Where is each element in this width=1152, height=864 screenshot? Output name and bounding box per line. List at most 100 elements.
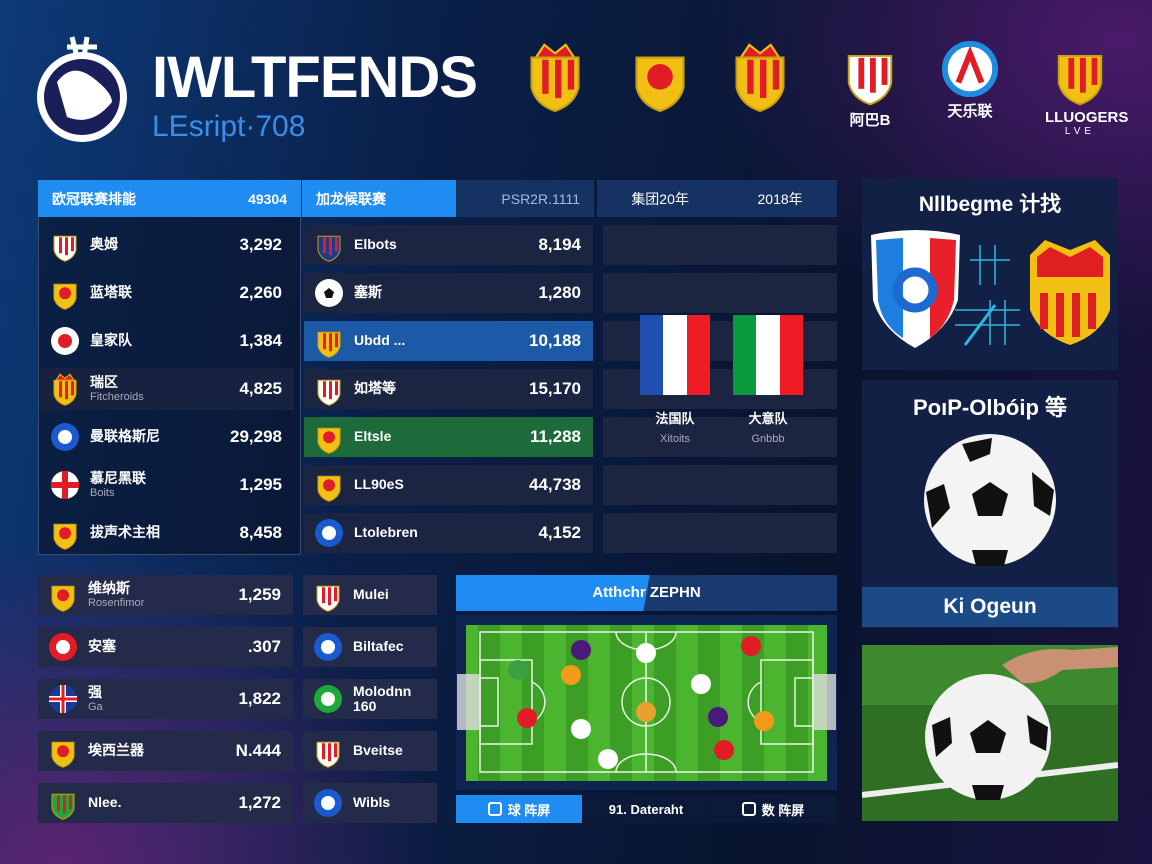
app-title: IWLTFENDS: [152, 45, 478, 110]
team-value: 1,259: [238, 585, 281, 604]
phone-icon: [741, 802, 756, 816]
header-crest[interactable]: [625, 40, 695, 116]
player-marker[interactable]: [714, 740, 734, 760]
pitch-tab[interactable]: 球 阵屏: [456, 795, 582, 823]
player-marker[interactable]: [517, 708, 537, 728]
team-name: Ltolebren: [354, 524, 418, 541]
soccer-ball-icon: [924, 434, 1056, 566]
pitch-tab[interactable]: 数 阵屏: [710, 795, 836, 823]
red-yellow-shield-icon: [50, 516, 80, 551]
player-marker[interactable]: [636, 643, 656, 663]
italy-flag-icon: [733, 315, 803, 395]
player-marker[interactable]: [561, 665, 581, 685]
table-row[interactable]: Molodnn 160: [303, 679, 437, 719]
team-subtitle: Boits: [90, 486, 115, 499]
team-value: 4,825: [239, 379, 282, 398]
team-name: Ubdd ...: [354, 332, 406, 349]
compare-team-name: 法国队: [655, 411, 695, 426]
table-row[interactable]: 拔声术主相 8,458: [40, 512, 294, 554]
blue-circle-icon: [314, 518, 344, 548]
team-name: 安塞: [88, 638, 116, 655]
table-row[interactable]: 埃西兰器 N.444: [38, 731, 293, 771]
table-row[interactable]: 慕尼黑联 Boits 1,295: [40, 464, 294, 506]
team-name: 皇家队: [90, 332, 132, 349]
table-row[interactable]: Bveitse: [303, 731, 437, 771]
header-crest[interactable]: LLUOGERS LVE: [1045, 40, 1128, 137]
left-table-header[interactable]: 欧冠联赛排能 49304: [38, 180, 301, 217]
player-marker[interactable]: [598, 749, 618, 769]
middle-table-header-value: PSR2R.1111: [501, 190, 580, 207]
team-name: 拔声术主相: [90, 524, 160, 541]
table-row[interactable]: Biltafec: [303, 627, 437, 667]
table-row[interactable]: 瑞区 Fitcheroids 4,825: [40, 368, 294, 410]
table-row[interactable]: Ubdd ... 10,188: [304, 321, 593, 361]
matchup-card-title: Nllbegme 计找: [918, 193, 1062, 216]
tricolor-shield-icon: [313, 578, 343, 613]
team-value: 8,458: [239, 523, 282, 542]
app-subtitle: LEsript·708: [152, 110, 306, 143]
team-name: Eltsle: [354, 428, 392, 445]
player-marker[interactable]: [636, 702, 656, 722]
table-row[interactable]: 安塞 .307: [38, 627, 293, 667]
team-name: Nlee.: [88, 794, 122, 811]
union-flag-circle-icon: [48, 684, 78, 714]
table-row[interactable]: Ltolebren 4,152: [304, 513, 593, 553]
table-row[interactable]: 皇家队 1,384: [40, 320, 294, 362]
league-sublabel: LVE: [1064, 125, 1096, 137]
middle-table-header[interactable]: 加龙候联赛: [302, 180, 456, 217]
compare-header: 集团20年 2018年: [597, 180, 837, 217]
table-row[interactable]: 奥姆 3,292: [40, 224, 294, 266]
table-row[interactable]: Nlee. 1,272: [38, 783, 293, 823]
red-yellow-shield-icon: [50, 276, 80, 311]
player-marker[interactable]: [708, 707, 728, 727]
green-red-shield-icon: [48, 786, 78, 821]
table-row[interactable]: Mulei: [303, 575, 437, 615]
compare-row: [603, 513, 837, 553]
player-marker[interactable]: [691, 674, 711, 694]
crowned-shield-icon: [50, 372, 80, 407]
kick-off-button[interactable]: Ki Ogeun: [862, 587, 1118, 627]
table-row[interactable]: 蓝塔联 2,260: [40, 272, 294, 314]
table-row[interactable]: 塞斯 1,280: [304, 273, 593, 313]
soccer-ball-icon: [314, 278, 344, 308]
league-lion-icon: [1045, 40, 1115, 107]
header-crest[interactable]: 天乐联: [935, 40, 1005, 121]
table-row[interactable]: 强 Ga 1,822: [38, 679, 293, 719]
france-flag-icon: [640, 315, 710, 395]
pitch-tab-label: 球 阵屏: [507, 802, 551, 818]
team-name: Molodnn 160: [353, 682, 412, 714]
player-marker[interactable]: [571, 719, 591, 739]
compare-team-name: 大意队: [748, 411, 788, 426]
table-row[interactable]: 维纳斯 Rosenfimor 1,259: [38, 575, 293, 615]
table-row[interactable]: Elbots 8,194: [304, 225, 593, 265]
tricolor-shield-icon: [835, 40, 905, 107]
table-row[interactable]: 曼联格斯尼 29,298: [40, 416, 294, 458]
table-row[interactable]: Wibls: [303, 783, 437, 823]
player-marker[interactable]: [754, 711, 774, 731]
compare-team-sub: Xitoits: [660, 433, 690, 445]
header-crest[interactable]: [725, 40, 795, 116]
header-crest[interactable]: [520, 40, 590, 116]
camera-icon: [487, 802, 502, 816]
player-marker[interactable]: [508, 660, 528, 680]
compare-header-right: 2018年: [757, 190, 803, 207]
tricolor-shield-icon: [50, 228, 80, 263]
team-value: 2,260: [239, 283, 282, 302]
left-table-panel: [38, 180, 301, 555]
table-row[interactable]: Eltsle 11,288: [304, 417, 593, 457]
team-name: LL90eS: [354, 476, 404, 493]
green-u-icon: [314, 324, 344, 359]
player-marker[interactable]: [741, 636, 761, 656]
compare-team: 大意队 Gnbbb: [723, 408, 813, 445]
team-name: 慕尼黑联: [90, 470, 146, 487]
header-crest[interactable]: 阿巴B: [835, 40, 905, 130]
crowned-shield-red-yellow-icon: [1030, 240, 1110, 345]
team-value: 44,738: [529, 475, 581, 494]
pitch-tab[interactable]: 91. Dateraht: [583, 795, 709, 823]
blue-star-circle-icon: [313, 632, 343, 662]
table-row[interactable]: LL90eS 44,738: [304, 465, 593, 505]
table-row[interactable]: 如塔等 15,170: [304, 369, 593, 409]
team-name: 维纳斯: [88, 580, 130, 597]
player-marker[interactable]: [571, 640, 591, 660]
cross-circle-icon: [50, 470, 80, 500]
